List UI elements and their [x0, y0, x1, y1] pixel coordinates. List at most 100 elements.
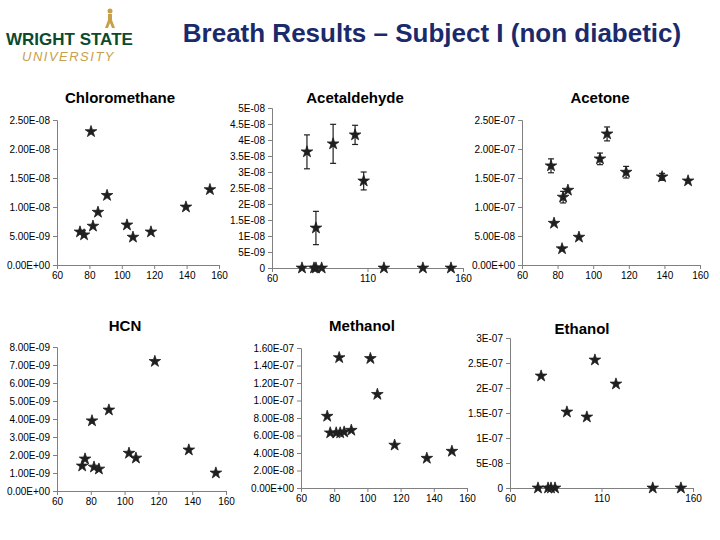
y-tick-label: 2E-07 [476, 383, 503, 394]
y-tick-mark [268, 236, 272, 237]
y-tick-mark [518, 265, 522, 266]
y-tick: 2.5E-08 [230, 183, 272, 194]
x-tick-mark [91, 491, 92, 495]
x-axis: 60110160 [505, 488, 702, 504]
x-tick-mark [664, 265, 665, 269]
y-tick-mark [297, 488, 301, 489]
chart-panel: HCN60801001201401600.00E+001.00E-092.00E… [7, 317, 235, 507]
y-axis-line [297, 349, 302, 489]
error-bar-cap [361, 171, 367, 172]
x-tick-mark [367, 488, 368, 492]
data-point [594, 153, 606, 164]
x-tick: 160 [218, 491, 235, 507]
x-tick: 160 [455, 268, 472, 284]
x-tick-mark [125, 491, 126, 495]
data-point [675, 482, 687, 493]
data-point [656, 171, 668, 182]
y-tick: 2E-08 [238, 199, 272, 210]
y-tick-mark [268, 108, 272, 109]
data-point [535, 370, 547, 381]
y-tick: 1.5E-07 [468, 408, 510, 419]
data-point [93, 463, 105, 474]
x-tick-mark [700, 265, 701, 269]
x-axis: 60 110 160 [267, 268, 472, 284]
y-tick-mark [518, 120, 522, 121]
y-tick-label: 4.5E-08 [230, 119, 265, 130]
x-tick: 110 [594, 488, 610, 504]
y-tick-label: 1E-07 [476, 433, 503, 444]
x-axis: 6080100120140160 [296, 488, 476, 504]
data-point [321, 410, 333, 421]
x-tick-label: 60 [505, 493, 517, 504]
error-bar-cap [623, 177, 629, 178]
x-tick-mark [187, 265, 188, 269]
y-tick-label: 1.00E-08 [9, 202, 50, 213]
y-tick-mark [518, 149, 522, 150]
data-point [333, 352, 345, 363]
y-tick-label: 5.00E-09 [9, 231, 50, 242]
x-tick-mark [629, 265, 630, 269]
x-tick-mark [368, 268, 369, 272]
data-point [682, 175, 694, 186]
x-tick-label: 120 [151, 496, 168, 507]
y-tick: 1.00E-09 [9, 468, 57, 479]
data-point [561, 406, 573, 417]
plot-area [532, 354, 687, 493]
x-tick-label: 110 [360, 273, 376, 284]
y-tick-label: 6.00E-09 [9, 378, 50, 389]
y-tick-mark [297, 453, 301, 454]
y-tick-mark [518, 236, 522, 237]
y-axis: 0.00E+005.00E-081.00E-071.50E-072.00E-07… [472, 115, 523, 271]
y-tick: 1.50E-08 [9, 173, 57, 184]
logo-text: UNIVERSITY [22, 49, 115, 64]
y-tick-mark [297, 471, 301, 472]
plot-area [296, 124, 457, 273]
y-tick: 0.00E+00 [7, 486, 57, 497]
y-tick-label: 2.50E-07 [474, 115, 515, 126]
data-point [79, 453, 91, 464]
y-tick-mark [506, 463, 510, 464]
y-tick: 6.00E-09 [9, 378, 57, 389]
y-tick-label: 1.60E-07 [253, 343, 294, 354]
y-tick: 2E-07 [476, 383, 510, 394]
y-tick-label: 4E-08 [238, 135, 265, 146]
y-tick-mark [506, 338, 510, 339]
data-point [101, 189, 113, 200]
x-tick-label: 140 [426, 493, 443, 504]
chart-panel: Methanol60801001201401600.00E+002.00E-08… [251, 317, 476, 504]
data-point [87, 220, 99, 231]
y-tick-label: 5.00E-08 [474, 231, 515, 242]
y-tick-label: 2E-08 [238, 199, 265, 210]
x-tick-label: 160 [692, 270, 709, 281]
data-point [620, 166, 632, 177]
x-tick-label: 140 [184, 496, 201, 507]
x-tick-label: 100 [360, 493, 377, 504]
y-tick-mark [53, 419, 57, 420]
x-tick-label: 120 [621, 270, 638, 281]
x-tick-mark [401, 488, 402, 492]
y-tick-label: 5E-08 [476, 458, 503, 469]
x-tick-label: 160 [211, 270, 228, 281]
y-tick: 5E-08 [476, 458, 510, 469]
data-point [365, 352, 377, 363]
error-bar-cap [330, 163, 336, 164]
x-tick-mark [334, 488, 335, 492]
y-tick: 5E-09 [238, 247, 272, 258]
y-tick-label: 8.00E-08 [253, 413, 294, 424]
x-axis-line [302, 489, 468, 493]
x-tick-mark [226, 491, 227, 495]
y-tick: 0 [259, 263, 272, 274]
x-tick-mark [154, 265, 155, 269]
data-point [421, 452, 433, 463]
x-tick-label: 120 [146, 270, 163, 281]
y-tick: 2.00E-09 [9, 450, 57, 461]
x-tick: 80 [329, 488, 341, 504]
logo-icon-head [108, 9, 113, 14]
chart-title: HCN [109, 317, 142, 334]
y-tick: 1.00E-07 [474, 202, 522, 213]
y-tick-label: 5E-08 [238, 103, 265, 114]
y-tick-mark [297, 366, 301, 367]
y-tick-label: 7.00E-09 [9, 360, 50, 371]
x-tick-label: 80 [84, 270, 96, 281]
x-tick-label: 60 [267, 273, 279, 284]
